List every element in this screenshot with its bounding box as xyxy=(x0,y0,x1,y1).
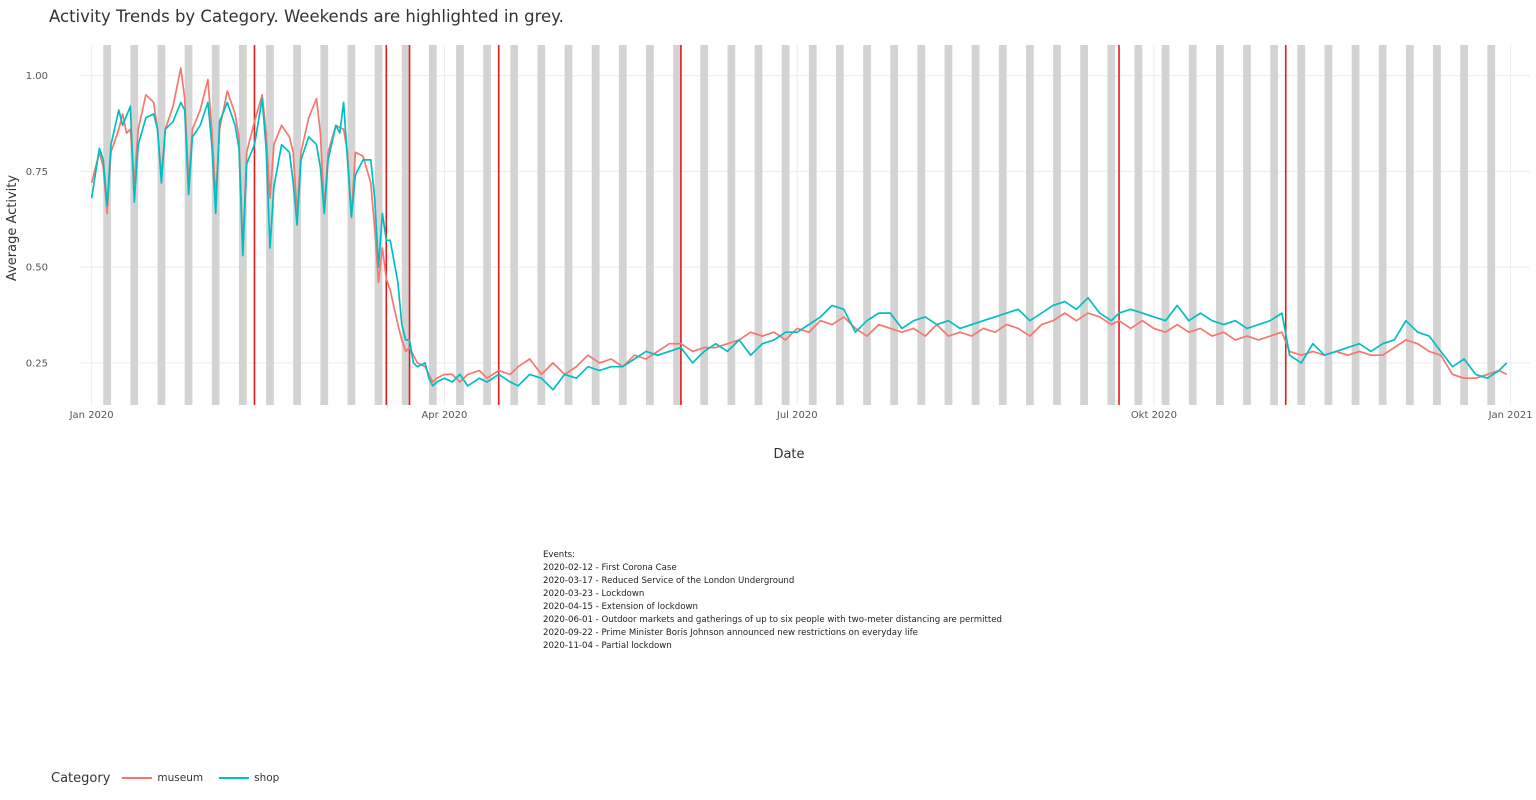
legend-label-shop: shop xyxy=(254,772,280,784)
weekend-band xyxy=(700,45,709,405)
weekend-band xyxy=(103,45,112,405)
x-tick-label: Jan 2020 xyxy=(69,410,114,421)
event-line-1: 2020-02-12 - First Corona Case xyxy=(543,563,677,573)
weekend-band xyxy=(1324,45,1333,405)
series-line-museum xyxy=(90,67,1508,383)
legend-item-museum[interactable]: museum xyxy=(122,772,203,784)
weekend-band xyxy=(1270,45,1278,405)
legend-label-museum: museum xyxy=(157,772,204,784)
y-tick-label: 0.75 xyxy=(26,167,48,178)
weekend-band xyxy=(591,45,600,405)
weekend-band xyxy=(401,45,410,405)
weekend-band xyxy=(618,45,627,405)
weekend-band xyxy=(808,45,817,405)
weekend-band xyxy=(564,45,573,405)
weekend-band xyxy=(130,45,139,405)
chart-plot: 0.25 0.50 0.75 1.00 Jan 2020 Apr 2020 Jul 2020… xyxy=(5,45,1533,462)
events-heading: Events: xyxy=(543,550,575,560)
event-line-3: 2020-03-23 - Lockdown xyxy=(543,589,645,599)
weekend-band xyxy=(1405,45,1414,405)
weekend-band xyxy=(646,45,654,405)
y-tick-label: 1.00 xyxy=(26,71,48,82)
weekend-band xyxy=(1351,45,1360,405)
weekend-band xyxy=(836,45,844,405)
weekend-band xyxy=(781,45,790,405)
weekend-band xyxy=(754,45,763,405)
weekend-band xyxy=(1080,45,1089,405)
weekend-band xyxy=(510,45,519,405)
x-tick-label: Apr 2020 xyxy=(421,410,467,421)
legend: Category museum shop xyxy=(51,768,295,788)
weekend-band xyxy=(483,45,491,405)
weekend-band xyxy=(1053,45,1061,405)
weekend-band xyxy=(917,45,926,405)
weekend-band xyxy=(998,45,1007,405)
legend-swatch-museum xyxy=(122,777,153,779)
weekend-band xyxy=(1487,45,1496,405)
weekend-band xyxy=(944,45,953,405)
weekend-band xyxy=(456,45,464,405)
weekend-band xyxy=(1188,45,1197,405)
axes: 0.25 0.50 0.75 1.00 Jan 2020 Apr 2020 Jul 2020… xyxy=(5,71,1533,462)
weekend-band xyxy=(537,45,546,405)
event-line-4: 2020-04-15 - Extension of lockdown xyxy=(543,602,698,612)
weekend-band xyxy=(890,45,899,405)
weekend-band xyxy=(673,45,681,405)
weekend-band xyxy=(1378,45,1387,405)
event-line-5: 2020-06-01 - Outdoor markets and gatheri… xyxy=(543,615,1002,625)
weekend-band xyxy=(1134,45,1143,405)
weekend-band xyxy=(157,45,166,405)
legend-title: Category xyxy=(51,770,111,786)
x-tick-label: Okt 2020 xyxy=(1131,410,1177,421)
weekend-band xyxy=(428,45,437,405)
y-tick-label: 0.50 xyxy=(26,263,48,274)
chart-title: Activity Trends by Category. Weekends ar… xyxy=(49,7,564,26)
legend-swatch-shop xyxy=(219,777,250,779)
weekend-band xyxy=(1025,45,1034,405)
x-tick-label: Jan 2021 xyxy=(1488,410,1533,421)
weekend-band xyxy=(347,45,356,405)
weekend-band xyxy=(374,45,383,405)
series-line-shop xyxy=(90,97,1508,391)
event-lines xyxy=(253,45,1287,405)
weekend-band xyxy=(1215,45,1224,405)
event-line-7: 2020-11-04 - Partial lockdown xyxy=(543,641,672,651)
series-lines xyxy=(90,67,1508,391)
weekend-band xyxy=(1460,45,1468,405)
weekend-band xyxy=(1161,45,1170,405)
weekend-band xyxy=(727,45,736,405)
weekend-band xyxy=(184,45,193,405)
weekend-band xyxy=(320,45,329,405)
weekend-band xyxy=(1107,45,1116,405)
weekend-band xyxy=(863,45,871,405)
weekend-band xyxy=(1243,45,1251,405)
x-axis-title: Date xyxy=(773,447,804,462)
events-annotation: Events: 2020-02-12 - First Corona Case 2… xyxy=(543,549,1002,653)
weekend-band xyxy=(1297,45,1306,405)
event-line-2: 2020-03-17 - Reduced Service of the Lond… xyxy=(543,576,795,586)
x-tick-label: Jul 2020 xyxy=(776,410,818,421)
legend-item-shop[interactable]: shop xyxy=(219,772,279,784)
event-line-6: 2020-09-22 - Prime Minister Boris Johnso… xyxy=(543,628,918,638)
y-axis-title: Average Activity xyxy=(5,175,20,281)
y-tick-label: 0.25 xyxy=(26,358,48,369)
weekend-band xyxy=(1433,45,1441,405)
weekend-band xyxy=(971,45,980,405)
weekend-band xyxy=(266,45,274,405)
weekend-band xyxy=(211,45,220,405)
